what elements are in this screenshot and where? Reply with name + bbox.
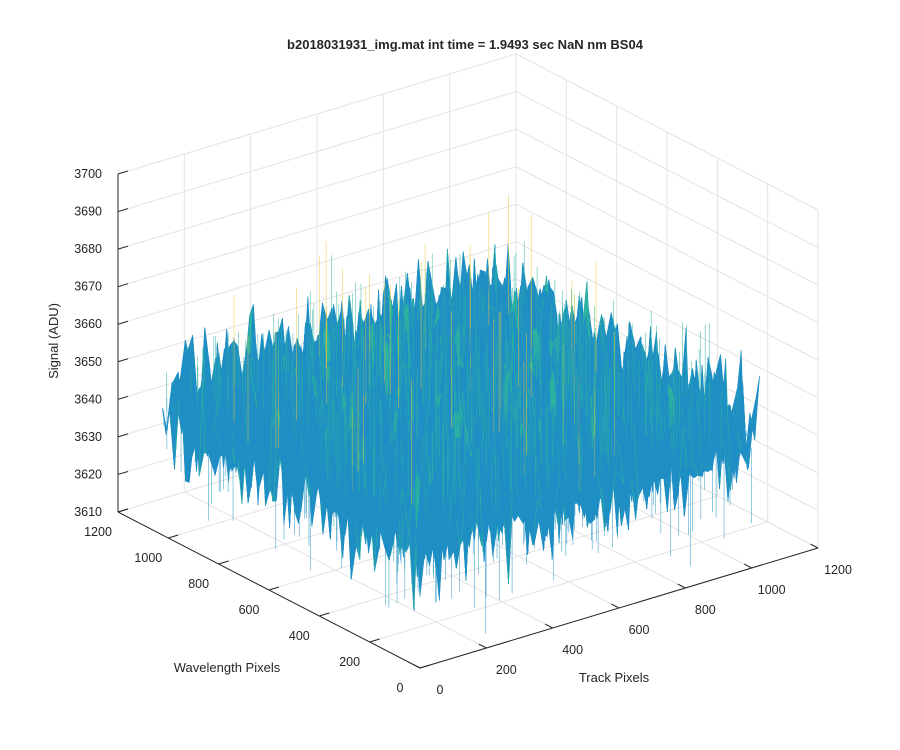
side-wall-grid-line [515,203,819,361]
side-wall-grid-line [515,166,819,324]
side-wall-grid-line [515,241,819,399]
chart-title: b2018031931_img.mat int time = 1.9493 se… [287,37,644,52]
floor-grid-line [369,521,768,643]
side-wall-grid-line [515,53,819,211]
back-wall-grid-line [117,53,517,175]
surface [162,194,760,634]
back-wall-grid-line [117,128,517,250]
side-wall-grid-line [515,91,819,248]
back-wall-grid-line [117,166,517,288]
back-wall-grid-line [117,91,517,213]
back-wall-grid-line [117,241,517,363]
side-wall-grid-line [515,128,819,286]
back-wall-grid-line [117,203,517,325]
